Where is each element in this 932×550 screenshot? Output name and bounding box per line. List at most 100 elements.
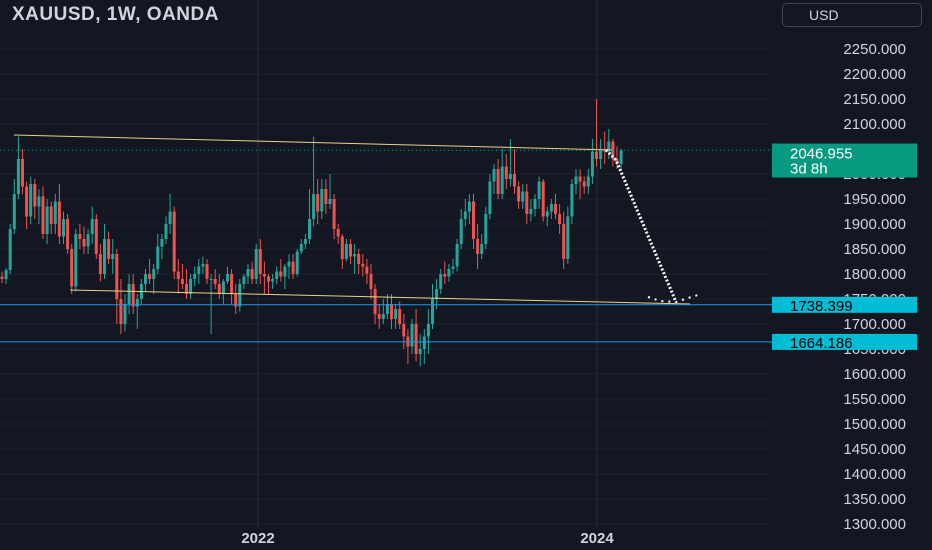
candle-body (426, 324, 430, 337)
time-axis[interactable]: 2022 2024 (241, 530, 614, 547)
price-label-text: 2046.955 (790, 146, 853, 163)
price-label-text: 1664.186 (790, 335, 853, 352)
candle-body (459, 219, 463, 244)
candle-body (578, 176, 582, 182)
candle-body (488, 181, 492, 214)
candle-body (414, 324, 418, 354)
candle-body (98, 254, 102, 274)
candle-body (513, 174, 516, 187)
candle-body (467, 201, 471, 212)
candle-body (246, 269, 250, 277)
y-tick-label: 2200.000 (843, 66, 906, 83)
candle-body (336, 229, 340, 237)
candle-body (562, 224, 566, 259)
candle-body (53, 201, 57, 224)
upper-trendline (13, 134, 613, 151)
candle-body (160, 239, 164, 247)
candle-body (94, 219, 98, 254)
y-tick-label: 1950.000 (843, 191, 906, 208)
y-tick-label: 1400.000 (843, 466, 906, 483)
candle-body (152, 269, 156, 279)
candle-body (213, 279, 217, 284)
candle-body (443, 274, 447, 277)
y-tick-label: 1850.000 (843, 241, 906, 258)
candle-body (29, 184, 33, 217)
candle-body (504, 166, 508, 179)
candle-body (258, 249, 262, 274)
candle-body (148, 274, 152, 279)
candle-body (0, 276, 4, 279)
candles (0, 99, 623, 367)
candle-body (365, 266, 369, 274)
candle-body (131, 284, 135, 307)
candle-body (377, 314, 381, 319)
candle-body (144, 274, 147, 284)
candle-body (418, 349, 422, 354)
candle-body (78, 234, 82, 239)
y-tick-label: 1800.000 (843, 266, 906, 283)
candle-body (254, 249, 258, 279)
y-tick-label: 1300.000 (843, 516, 906, 533)
candle-body (402, 324, 406, 337)
candle-body (582, 181, 586, 187)
candle-body (291, 261, 295, 274)
candle-body (447, 269, 451, 277)
candle-body (275, 271, 279, 279)
symbol-title[interactable]: XAUUSD, 1W, OANDA (12, 4, 219, 25)
candle-body (369, 274, 373, 289)
candle-body (349, 244, 352, 257)
candle-body (595, 151, 598, 159)
candle-body (209, 279, 213, 280)
candle-body (230, 274, 234, 294)
candle-body (312, 194, 316, 219)
candle-body (156, 246, 160, 269)
candle-body (517, 186, 521, 202)
candle-body (135, 299, 139, 307)
candle-body (521, 191, 525, 202)
candle-body (21, 159, 24, 187)
candle-body (570, 184, 574, 217)
candle-body (357, 254, 361, 264)
candle-body (533, 199, 537, 209)
candle-body (299, 244, 303, 252)
y-tick-label: 1550.000 (843, 391, 906, 408)
candle-body (25, 186, 29, 217)
candle-body (283, 266, 287, 277)
price-label-level (772, 333, 917, 350)
y-tick-label: 2150.000 (843, 91, 906, 108)
candle-body (16, 159, 20, 194)
currency-button[interactable]: USD (782, 3, 922, 27)
candle-body (340, 236, 344, 259)
candle-body (574, 176, 578, 184)
candle-body (480, 244, 484, 254)
candle-body (201, 264, 205, 267)
projection-base (647, 294, 699, 304)
candle-body (508, 174, 512, 179)
candle-body (221, 281, 225, 294)
candle-body (103, 239, 106, 274)
candle-body (451, 266, 455, 269)
candle-body (45, 206, 49, 234)
y-tick-label: 2100.000 (843, 116, 906, 133)
candle-body (119, 299, 123, 324)
candle-body (115, 254, 119, 299)
candle-body (558, 214, 562, 224)
candle-body (242, 276, 246, 284)
candle-body (189, 279, 193, 294)
y-tick-label: 1900.000 (843, 216, 906, 233)
candle-body (545, 211, 549, 217)
candle-body (176, 271, 180, 279)
candle-body (398, 309, 402, 324)
candle-body (262, 274, 266, 277)
price-label-countdown: 3d 8h (790, 161, 828, 178)
candle-body (62, 219, 65, 237)
lower-trendline (69, 289, 691, 305)
candle-body (49, 206, 53, 224)
candle-body (234, 294, 238, 307)
candle-body (439, 274, 443, 289)
candle-body (566, 216, 570, 259)
price-label-text: 1738.399 (790, 298, 853, 315)
candle-body (8, 229, 12, 270)
